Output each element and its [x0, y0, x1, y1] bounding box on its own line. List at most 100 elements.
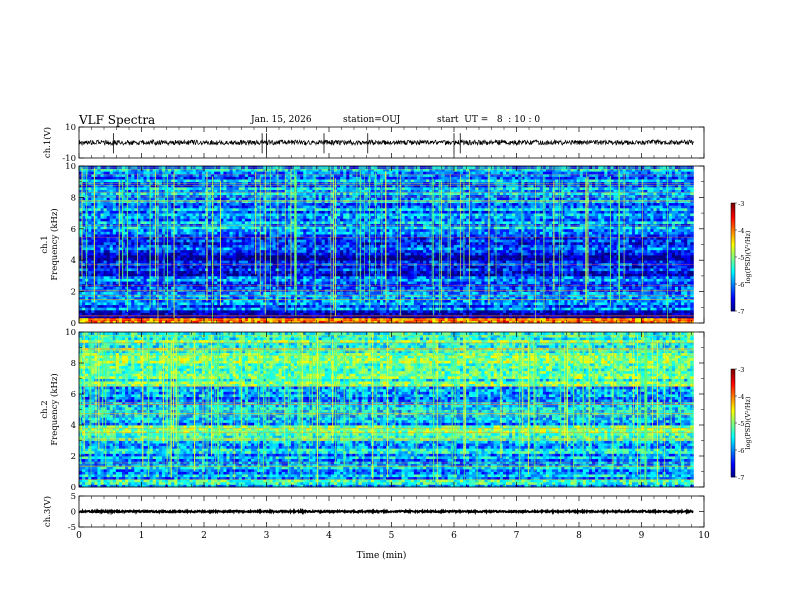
spectrogram-cell: [103, 257, 108, 261]
spectrogram-cell: [140, 315, 144, 319]
spectrogram-cell: [429, 275, 433, 279]
spectrogram-cell: [134, 312, 138, 316]
spectrogram-cell: [97, 312, 101, 316]
spectrogram-cell: [635, 312, 639, 316]
spectrogram-cell: [419, 265, 424, 269]
spectrogram-cell: [122, 257, 126, 261]
spectrogram-cell: [168, 265, 172, 269]
spectrogram-cell: [423, 320, 427, 324]
spectrogram-cell: [450, 278, 455, 282]
spectrogram-cell: [376, 294, 381, 298]
spectrogram-cell: [545, 309, 550, 313]
spectrogram-cell: [330, 320, 335, 324]
spectrogram-cell: [524, 265, 528, 269]
spectrogram-cell: [306, 296, 310, 300]
spectrogram-cell: [530, 275, 535, 279]
spectrogram-cell: [321, 270, 326, 274]
spectrogram-cell: [432, 281, 436, 285]
spectrogram-cell: [582, 270, 587, 274]
spectrogram-cells: [79, 166, 694, 324]
spectrogram-cell: [515, 296, 519, 300]
spectrogram-cell: [509, 320, 513, 324]
spectrogram-cell: [346, 265, 350, 269]
spectrogram-cell: [278, 312, 283, 316]
spectrogram-cell: [284, 286, 289, 290]
spectrogram-cell: [223, 278, 227, 282]
spectrogram-cell: [662, 291, 667, 295]
spectrogram-cell: [419, 281, 424, 285]
spectrogram-cell: [638, 296, 642, 300]
spectrogram-cell: [349, 291, 353, 295]
spectrogram-cell: [177, 286, 181, 290]
spectrogram-cell: [499, 296, 504, 300]
spectrogram-cell: [496, 304, 501, 308]
spectrogram-cell: [275, 273, 280, 277]
spectrogram-cell: [183, 270, 187, 274]
spectrogram-cell: [466, 294, 470, 298]
spectrogram-cell: [235, 273, 240, 277]
spectrogram-cell: [91, 286, 95, 290]
spectrogram-cell: [512, 260, 516, 264]
spectrogram-cell: [226, 307, 230, 311]
spectrogram-cell: [487, 309, 492, 313]
spectrogram-cell: [466, 320, 470, 324]
spectrogram-cell: [232, 260, 237, 264]
spectrogram-cell: [376, 291, 381, 295]
spectrogram-cell: [644, 304, 648, 308]
spectrogram-cell: [186, 296, 190, 300]
spectrogram-cell: [158, 309, 163, 313]
spectrogram-cell: [662, 320, 667, 324]
spectrogram-cell: [607, 268, 611, 272]
spectrogram-cell: [625, 270, 630, 274]
spectrogram-cell: [638, 304, 642, 308]
spectrogram-cell: [118, 286, 123, 290]
spectrogram-cell: [103, 299, 108, 303]
spectrogram-cell: [149, 307, 154, 311]
spectrogram-cell: [493, 315, 498, 319]
spectrogram-cell: [610, 265, 614, 269]
spectrogram-cell: [106, 320, 111, 324]
spectrogram-cell: [195, 309, 200, 313]
spectrogram-cell: [143, 268, 147, 272]
spectrogram-cell: [343, 307, 347, 311]
spectrogram-cell: [180, 307, 184, 311]
spectrogram-cell: [389, 294, 393, 298]
spectrogram-cell: [327, 286, 332, 290]
spectrogram-cell: [582, 294, 587, 298]
spectrogram-cell: [247, 304, 252, 308]
spectrogram-cell: [469, 307, 473, 311]
spectrogram-cell: [195, 307, 200, 311]
spectrogram-cell: [309, 281, 313, 285]
spectrogram-cell: [671, 315, 676, 319]
spectrogram-cell: [223, 273, 227, 277]
spectrogram-cell: [527, 309, 531, 313]
spectrogram-cell: [349, 304, 353, 308]
spectrogram-cell: [573, 260, 578, 264]
spectrogram-cell: [269, 296, 273, 300]
spectrogram-cell: [358, 302, 363, 306]
spectrogram-cell: [426, 260, 430, 264]
spectrogram-cell: [389, 275, 393, 279]
spectrogram-cell: [601, 302, 605, 306]
spectrogram-cell: [208, 309, 212, 313]
spectrogram-cell: [137, 260, 141, 264]
spectrogram-cell: [407, 260, 412, 264]
spectrogram-cell: [82, 299, 86, 303]
spectrogram-cell: [321, 315, 326, 319]
spectrogram-cell: [115, 260, 120, 264]
spectrogram-cell: [582, 278, 587, 282]
spectrogram-cell: [112, 260, 117, 264]
spectrogram-cell: [82, 275, 86, 279]
spectrogram-cell: [542, 294, 547, 298]
spectrogram-cell: [94, 307, 98, 311]
spectrogram-cell: [558, 312, 562, 316]
spectrogram-cell: [530, 278, 535, 282]
spectrogram-cell: [490, 270, 495, 274]
spectrogram-cell: [607, 270, 611, 274]
spectrogram-cell: [536, 286, 541, 290]
spectrogram-cell: [91, 257, 95, 261]
spectrogram-cell: [251, 260, 255, 264]
spectrogram-cell: [438, 281, 442, 285]
spectrogram-cell: [684, 273, 688, 277]
